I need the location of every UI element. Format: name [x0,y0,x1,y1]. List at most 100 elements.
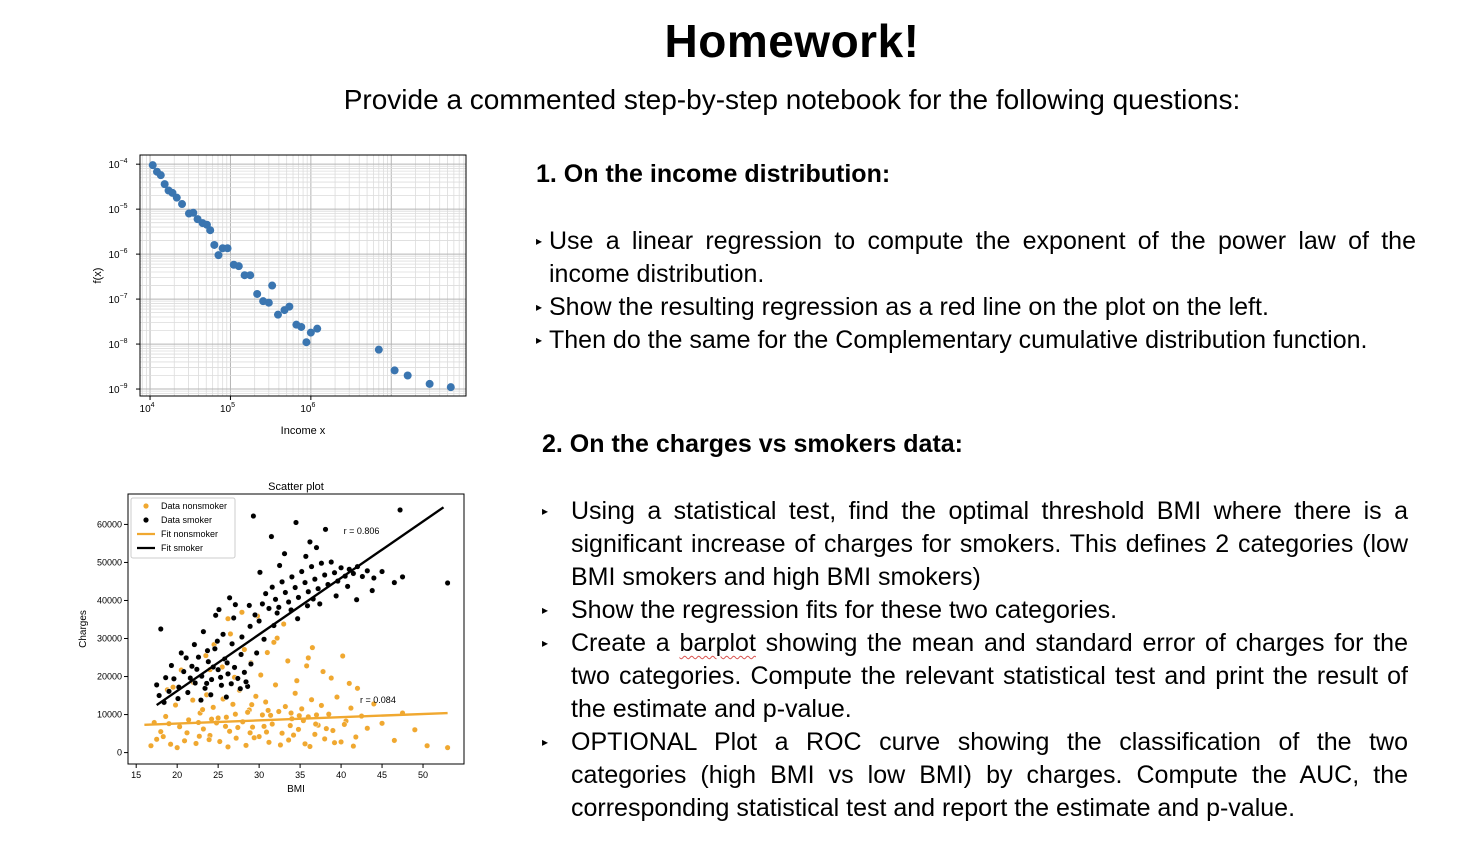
data-point [252,693,259,700]
x-tick-label: 40 [336,770,346,780]
data-point [233,735,240,742]
data-point [195,654,202,661]
data-point [311,576,318,583]
page-title: Homework! [664,15,920,67]
data-point [178,649,185,657]
x-tick-label: 105 [220,402,235,415]
data-point [208,676,215,683]
data-point [259,711,266,718]
y-tick-label: 10−9 [108,383,127,396]
tick-exponent: −7 [120,293,128,300]
y-tick-label: 60000 [97,519,122,529]
data-point [147,742,154,749]
data-point [267,712,274,719]
data-point [321,571,328,579]
data-point [247,623,254,630]
section2-item: ▸ Using a statistical test, find the opti… [542,495,1408,594]
section1-item-text: Show the resulting regression as a red l… [549,293,1269,321]
legend-marker [143,517,149,523]
data-point [215,606,223,613]
data-point [184,689,191,696]
data-point [301,740,309,747]
fit-line [156,506,445,707]
data-point [285,598,292,606]
data-point [287,722,294,729]
data-point [302,338,311,347]
tick-exponent: −9 [120,383,128,390]
data-point [268,533,275,540]
data-point [318,702,325,709]
fit-line [144,711,448,727]
data-point [316,600,323,607]
data-point [262,590,269,597]
data-point [301,579,309,586]
data-point [197,697,204,704]
data-point [174,744,181,751]
section1-item-text: Then do the same for the Complementary c… [549,326,1368,354]
section1-item: ▸ Use a linear regression to compute the … [536,225,1416,291]
data-point [304,602,311,609]
data-point [217,674,224,681]
data-point [262,698,269,706]
data-point [196,733,203,740]
data-point [284,657,291,664]
data-point [183,729,191,736]
data-point [292,690,299,697]
data-point [249,724,256,731]
data-point [272,596,279,603]
x-tick-label: 15 [131,770,141,780]
data-point [172,702,179,709]
data-point [224,615,232,622]
x-axis-label: BMI [287,784,305,795]
data-point [212,612,219,619]
data-point [234,675,241,682]
data-point [165,688,173,695]
data-point [306,743,313,750]
data-point [211,645,218,652]
section2-item-text: Using a statistical test, find the optim… [571,497,1408,591]
section2-item-text: showing the mean and standard error of c… [571,629,1408,723]
x-tick-label: 20 [172,770,182,780]
data-point [244,709,251,716]
data-point [378,568,386,575]
data-point [204,647,211,654]
y-tick-label: 0 [117,748,122,758]
data-point [251,611,259,618]
data-point [224,659,231,666]
data-point [293,677,300,684]
data-point [200,628,207,635]
data-point [328,675,335,682]
data-point [188,663,195,670]
data-point [306,538,313,545]
triangle-right-icon: ▸ [542,735,549,749]
data-point [273,310,282,319]
data-point [226,728,233,735]
section2-list: ▸ Using a statistical test, find the opti… [542,495,1408,825]
data-point [290,732,297,739]
data-point [339,652,346,660]
data-point [322,526,329,533]
y-tick-label: 10−6 [108,248,127,261]
data-point [265,605,273,612]
data-point [277,741,284,749]
data-point [352,733,359,741]
chart-title: Scatter plot [268,481,324,493]
data-point [319,668,327,675]
data-point [189,697,196,704]
data-point [224,743,232,750]
data-point [444,579,451,587]
data-point [269,721,276,728]
data-point [192,740,200,747]
data-point [353,596,360,603]
data-point [247,729,254,736]
data-point [272,681,279,688]
x-tick-label: 35 [295,770,305,780]
data-point [338,564,345,571]
data-point [364,725,371,732]
data-point [302,553,309,560]
data-point [157,625,164,633]
data-point [229,701,236,708]
data-point [238,651,245,658]
data-point [259,600,266,607]
data-point [347,705,354,712]
